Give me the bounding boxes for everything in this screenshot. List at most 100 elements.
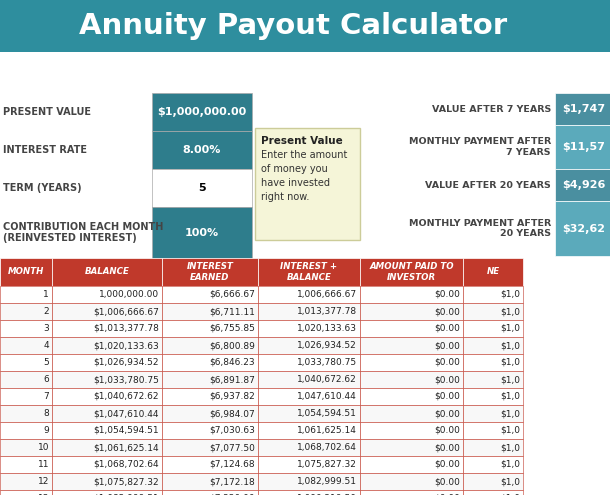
Text: $1,013,377.78: $1,013,377.78 xyxy=(93,324,159,333)
FancyBboxPatch shape xyxy=(0,0,610,52)
FancyBboxPatch shape xyxy=(463,337,523,354)
Text: 10: 10 xyxy=(37,443,49,452)
FancyBboxPatch shape xyxy=(162,371,258,388)
Text: $1,0: $1,0 xyxy=(500,460,520,469)
Text: $0.00: $0.00 xyxy=(434,307,460,316)
FancyBboxPatch shape xyxy=(0,286,52,303)
Text: 1,068,702.64: 1,068,702.64 xyxy=(297,443,357,452)
FancyBboxPatch shape xyxy=(258,490,360,495)
Text: 3: 3 xyxy=(43,324,49,333)
Text: $0.00: $0.00 xyxy=(434,375,460,384)
FancyBboxPatch shape xyxy=(555,125,610,169)
FancyBboxPatch shape xyxy=(463,439,523,456)
FancyBboxPatch shape xyxy=(258,286,360,303)
FancyBboxPatch shape xyxy=(360,490,463,495)
FancyBboxPatch shape xyxy=(162,456,258,473)
FancyBboxPatch shape xyxy=(0,337,52,354)
FancyBboxPatch shape xyxy=(0,388,52,405)
FancyBboxPatch shape xyxy=(258,473,360,490)
Text: BALANCE: BALANCE xyxy=(85,267,129,277)
FancyBboxPatch shape xyxy=(162,405,258,422)
Text: 100%: 100% xyxy=(185,228,219,238)
FancyBboxPatch shape xyxy=(360,354,463,371)
Text: $0.00: $0.00 xyxy=(434,477,460,486)
Text: $1,0: $1,0 xyxy=(500,477,520,486)
Text: 1,090,219.50: 1,090,219.50 xyxy=(297,494,357,495)
FancyBboxPatch shape xyxy=(360,473,463,490)
Text: $6,984.07: $6,984.07 xyxy=(209,409,255,418)
Text: 11: 11 xyxy=(37,460,49,469)
FancyBboxPatch shape xyxy=(258,456,360,473)
FancyBboxPatch shape xyxy=(360,388,463,405)
FancyBboxPatch shape xyxy=(258,405,360,422)
FancyBboxPatch shape xyxy=(162,337,258,354)
FancyBboxPatch shape xyxy=(52,388,162,405)
FancyBboxPatch shape xyxy=(52,258,162,286)
FancyBboxPatch shape xyxy=(463,354,523,371)
FancyBboxPatch shape xyxy=(463,371,523,388)
Text: $6,937.82: $6,937.82 xyxy=(209,392,255,401)
FancyBboxPatch shape xyxy=(52,490,162,495)
FancyBboxPatch shape xyxy=(162,422,258,439)
Text: 1,000,000.00: 1,000,000.00 xyxy=(99,290,159,299)
Text: Present Value: Present Value xyxy=(261,136,343,146)
Text: $0.00: $0.00 xyxy=(434,426,460,435)
Text: $1,047,610.44: $1,047,610.44 xyxy=(93,409,159,418)
Text: $6,755.85: $6,755.85 xyxy=(209,324,255,333)
Text: PRESENT VALUE: PRESENT VALUE xyxy=(3,107,91,117)
FancyBboxPatch shape xyxy=(162,320,258,337)
Text: 1,075,827.32: 1,075,827.32 xyxy=(297,460,357,469)
FancyBboxPatch shape xyxy=(0,473,52,490)
Text: 1,040,672.62: 1,040,672.62 xyxy=(297,375,357,384)
Text: $11,57: $11,57 xyxy=(562,142,606,152)
Text: $0.00: $0.00 xyxy=(434,358,460,367)
Text: $6,846.23: $6,846.23 xyxy=(209,358,255,367)
FancyBboxPatch shape xyxy=(360,422,463,439)
Text: $1,0: $1,0 xyxy=(500,375,520,384)
Text: $1,068,702.64: $1,068,702.64 xyxy=(93,460,159,469)
FancyBboxPatch shape xyxy=(162,354,258,371)
FancyBboxPatch shape xyxy=(0,422,52,439)
Text: $1,054,594.51: $1,054,594.51 xyxy=(93,426,159,435)
Text: VALUE AFTER 20 YEARS: VALUE AFTER 20 YEARS xyxy=(425,181,551,190)
Text: $7,030.63: $7,030.63 xyxy=(209,426,255,435)
Text: $1,0: $1,0 xyxy=(500,307,520,316)
FancyBboxPatch shape xyxy=(162,303,258,320)
Text: $0.00: $0.00 xyxy=(434,409,460,418)
FancyBboxPatch shape xyxy=(463,320,523,337)
FancyBboxPatch shape xyxy=(0,456,52,473)
Text: $1,0: $1,0 xyxy=(500,290,520,299)
FancyBboxPatch shape xyxy=(162,490,258,495)
Text: 2: 2 xyxy=(43,307,49,316)
FancyBboxPatch shape xyxy=(258,303,360,320)
Text: $1,040,672.62: $1,040,672.62 xyxy=(93,392,159,401)
Text: $1,075,827.32: $1,075,827.32 xyxy=(93,477,159,486)
Text: 1,020,133.63: 1,020,133.63 xyxy=(297,324,357,333)
FancyBboxPatch shape xyxy=(52,456,162,473)
FancyBboxPatch shape xyxy=(258,371,360,388)
FancyBboxPatch shape xyxy=(360,439,463,456)
FancyBboxPatch shape xyxy=(0,320,52,337)
FancyBboxPatch shape xyxy=(463,490,523,495)
FancyBboxPatch shape xyxy=(555,201,610,256)
Text: $1,000,000.00: $1,000,000.00 xyxy=(157,107,246,117)
FancyBboxPatch shape xyxy=(52,422,162,439)
Text: $0.00: $0.00 xyxy=(434,290,460,299)
FancyBboxPatch shape xyxy=(463,473,523,490)
FancyBboxPatch shape xyxy=(52,439,162,456)
FancyBboxPatch shape xyxy=(162,388,258,405)
Text: $1,006,666.67: $1,006,666.67 xyxy=(93,307,159,316)
Text: $1,0: $1,0 xyxy=(500,494,520,495)
FancyBboxPatch shape xyxy=(360,371,463,388)
FancyBboxPatch shape xyxy=(463,405,523,422)
Text: $1,0: $1,0 xyxy=(500,392,520,401)
FancyBboxPatch shape xyxy=(360,405,463,422)
FancyBboxPatch shape xyxy=(360,320,463,337)
FancyBboxPatch shape xyxy=(52,354,162,371)
Text: 9: 9 xyxy=(43,426,49,435)
Text: $1,026,934.52: $1,026,934.52 xyxy=(93,358,159,367)
Text: $4,926: $4,926 xyxy=(562,180,606,190)
FancyBboxPatch shape xyxy=(152,131,252,169)
FancyBboxPatch shape xyxy=(52,337,162,354)
FancyBboxPatch shape xyxy=(52,371,162,388)
